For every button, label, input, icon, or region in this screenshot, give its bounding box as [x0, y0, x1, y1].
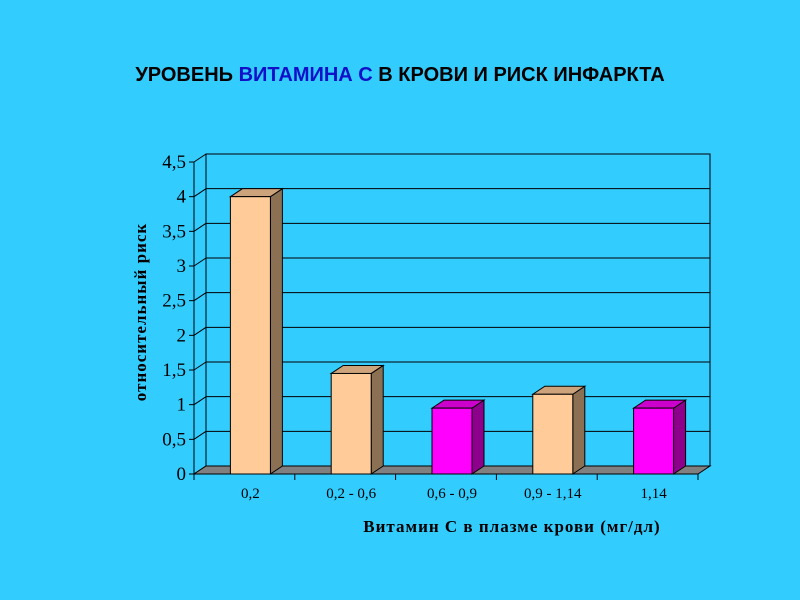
bar — [430, 399, 486, 475]
bar-side — [269, 187, 283, 475]
gridline-depth — [193, 257, 207, 267]
gridline-depth — [193, 430, 207, 440]
bar-front — [229, 196, 271, 475]
gridline-depth — [193, 188, 207, 198]
title-part-2: В КРОВИ И РИСК ИНФАРКТА — [372, 64, 665, 86]
y-tick-label: 2 — [177, 325, 187, 346]
chart-title: УРОВЕНЬ ВИТАМИНА С В КРОВИ И РИСК ИНФАРК… — [0, 64, 800, 87]
y-tick-label: 3 — [177, 256, 187, 277]
bar-side — [673, 399, 687, 475]
y-axis: 0 0,5 1 1,5 2 2,5 3 3,5 4 4,5 — [162, 152, 194, 485]
bar-side — [370, 364, 384, 475]
title-part-1: УРОВЕНЬ — [135, 64, 239, 86]
gridline-depth — [193, 292, 207, 302]
gridline-depth — [193, 153, 207, 163]
y-tick-label: 2,5 — [162, 291, 186, 312]
y-axis-title: относительный риск — [131, 223, 150, 401]
x-axis-labels: 0,2 0,2 - 0,6 0,6 - 0,9 0,9 - 1,14 1,14 — [193, 474, 699, 502]
y-tick-label: 4 — [177, 187, 187, 208]
bar-side — [572, 385, 586, 475]
x-tick-label: 0,2 - 0,6 — [326, 486, 376, 502]
y-tick-label: 1 — [177, 395, 187, 416]
x-tick-label: 1,14 — [640, 486, 667, 502]
bar-front — [431, 407, 473, 475]
bar — [228, 187, 285, 475]
x-axis-title: Витамин С в плазме крови (мг/дл) — [363, 517, 660, 536]
gridline-depth — [193, 326, 207, 336]
y-tick-label: 4,5 — [162, 152, 186, 173]
y-tick-label: 0 — [177, 464, 187, 485]
title-highlight: ВИТАМИНА С — [238, 64, 373, 86]
gridline-depth — [193, 222, 207, 232]
bar — [531, 385, 587, 475]
gridline-depth — [193, 361, 207, 371]
bar-side — [471, 399, 485, 475]
bar-front — [330, 372, 372, 475]
bar — [329, 364, 385, 475]
x-tick-label: 0,6 - 0,9 — [427, 486, 477, 502]
x-tick-label: 0,9 - 1,14 — [524, 486, 582, 502]
y-tick-label: 0,5 — [162, 429, 186, 450]
x-tick-label: 0,2 — [241, 486, 260, 502]
gridline-depth — [193, 396, 207, 406]
bar — [631, 399, 688, 475]
y-tick-label: 3,5 — [162, 221, 186, 242]
y-tick-label: 1,5 — [162, 360, 186, 381]
bars — [228, 187, 688, 475]
bar-front — [633, 407, 675, 475]
bar-front — [532, 393, 574, 475]
